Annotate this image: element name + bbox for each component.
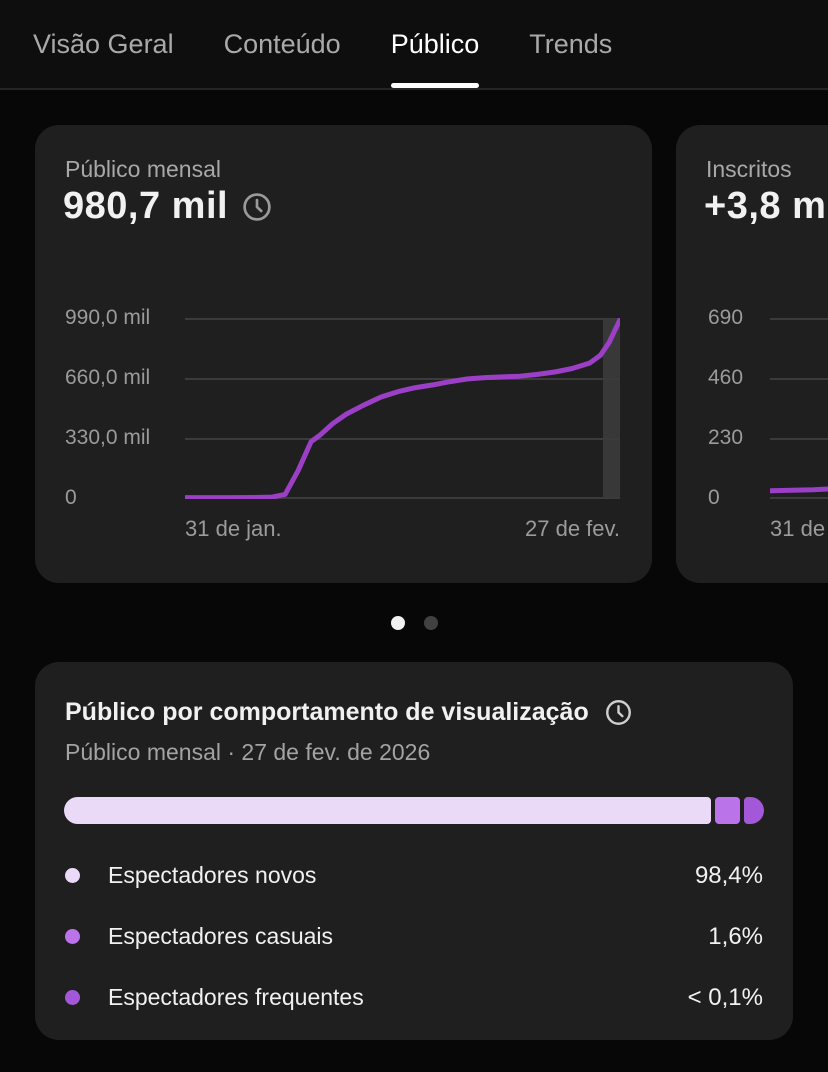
legend-row-new-viewers: Espectadores novos 98,4% — [65, 845, 763, 906]
tab-trends[interactable]: Trends — [529, 0, 612, 88]
tab-publico[interactable]: Público — [390, 0, 480, 88]
audience-line-chart: 990,0 mil 660,0 mil 330,0 mil 0 31 de ja… — [35, 306, 652, 578]
legend-label: Espectadores casuais — [108, 923, 334, 949]
x-axis-labels: 31 de jan. 27 de fev. — [770, 516, 828, 542]
tab-bar: Visão Geral Conteúdo Público Trends — [0, 0, 828, 90]
metric-label: Inscritos — [706, 156, 792, 182]
metric-value-row: +3,8 mil — [704, 185, 828, 228]
legend-row-regular-viewers: Espectadores frequentes < 0,1% — [65, 967, 763, 1028]
metric-label: Público mensal — [65, 156, 221, 182]
y-axis-tick: 0 — [708, 486, 720, 509]
bar-segment-new-viewers — [64, 797, 712, 824]
clock-icon — [604, 698, 633, 727]
monthly-audience-card[interactable]: Público mensal 980,7 mil 990,0 mil 660,0… — [35, 125, 652, 583]
legend-row-casual-viewers: Espectadores casuais 1,6% — [65, 906, 763, 967]
carousel-dots — [0, 616, 828, 630]
legend-value: 98,4% — [694, 861, 763, 889]
tab-visao-geral[interactable]: Visão Geral — [33, 0, 174, 88]
behavior-title: Público por comportamento de visualizaçã… — [65, 698, 589, 726]
tab-label: Público — [390, 28, 480, 59]
legend-dot — [65, 868, 80, 883]
tab-label: Conteúdo — [223, 28, 341, 59]
y-axis-tick: 690 — [708, 306, 744, 329]
x-axis-start-label: 31 de jan. — [770, 516, 828, 541]
y-axis-tick: 460 — [708, 366, 744, 389]
legend-value: < 0,1% — [687, 983, 763, 1011]
subscribers-card[interactable]: Inscritos +3,8 mil 690 460 230 0 31 de j… — [676, 125, 828, 583]
subscribers-line-chart: 690 460 230 0 31 de jan. 27 de fev. — [676, 306, 828, 578]
tab-conteudo[interactable]: Conteúdo — [224, 0, 341, 88]
bar-segment-regular-viewers — [743, 797, 764, 824]
y-axis-tick: 990,0 mil — [65, 306, 151, 329]
bar-segment-casual-viewers — [715, 797, 740, 824]
x-axis-end-label: 27 de fev. — [525, 516, 620, 541]
viewing-behavior-card[interactable]: Público por comportamento de visualizaçã… — [35, 662, 793, 1040]
behavior-title-row: Público por comportamento de visualizaçã… — [65, 698, 633, 727]
legend-label: Espectadores novos — [108, 862, 317, 888]
metric-value: +3,8 mil — [704, 185, 828, 227]
behavior-stacked-bar — [64, 797, 764, 824]
line-plot — [185, 318, 620, 499]
x-axis-labels: 31 de jan. 27 de fev. — [185, 516, 620, 542]
y-axis-tick: 230 — [708, 426, 744, 449]
legend-value: 1,6% — [708, 922, 763, 950]
tab-label: Trends — [529, 28, 613, 59]
behavior-subtitle: Público mensal · 27 de fev. de 2026 — [65, 739, 431, 765]
legend-label: Espectadores frequentes — [108, 984, 364, 1010]
legend-dot — [65, 990, 80, 1005]
metric-value-row: 980,7 mil — [63, 185, 273, 228]
carousel-dot-2[interactable] — [423, 616, 438, 630]
line-plot — [770, 318, 828, 499]
y-axis-tick: 0 — [65, 486, 77, 509]
y-axis-tick: 660,0 mil — [65, 366, 151, 389]
y-axis-tick: 330,0 mil — [65, 426, 151, 449]
x-axis-start-label: 31 de jan. — [185, 516, 282, 541]
legend-dot — [65, 929, 80, 944]
metric-value: 980,7 mil — [63, 185, 229, 227]
clock-icon — [241, 191, 273, 223]
tab-label: Visão Geral — [33, 28, 174, 59]
carousel-dot-1[interactable] — [390, 616, 405, 630]
behavior-legend: Espectadores novos 98,4% Espectadores ca… — [65, 845, 763, 1028]
